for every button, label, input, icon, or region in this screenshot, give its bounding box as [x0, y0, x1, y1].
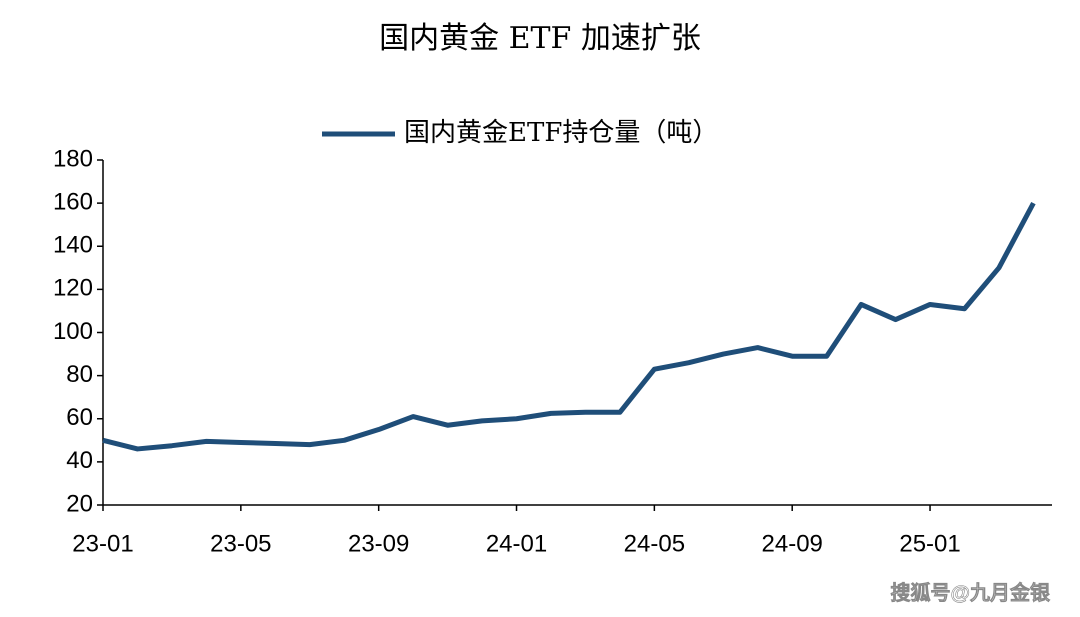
x-tick-label: 23-01 [72, 530, 133, 557]
x-tick-label: 23-05 [210, 530, 271, 557]
x-tick-label: 24-05 [624, 530, 685, 557]
legend-label: 国内黄金ETF持仓量（吨） [404, 118, 718, 148]
x-tick-label: 24-09 [762, 530, 823, 557]
x-tick-label: 23-09 [348, 530, 409, 557]
x-tick-label: 24-01 [486, 530, 547, 557]
y-tick-label: 100 [53, 318, 93, 345]
y-tick-label: 20 [66, 490, 93, 517]
y-tick-label: 60 [66, 404, 93, 431]
x-tick-label: 25-01 [899, 530, 960, 557]
y-tick-label: 180 [53, 145, 93, 172]
chart-title: 国内黄金 ETF 加速扩张 [379, 21, 701, 56]
y-tick-label: 80 [66, 361, 93, 388]
y-tick-label: 140 [53, 232, 93, 259]
y-tick-label: 120 [53, 275, 93, 302]
line-series [102, 201, 1036, 452]
y-tick-label: 40 [66, 447, 93, 474]
watermark: 搜狐号@九月金银 [890, 580, 1051, 604]
y-tick-label: 160 [53, 188, 93, 215]
